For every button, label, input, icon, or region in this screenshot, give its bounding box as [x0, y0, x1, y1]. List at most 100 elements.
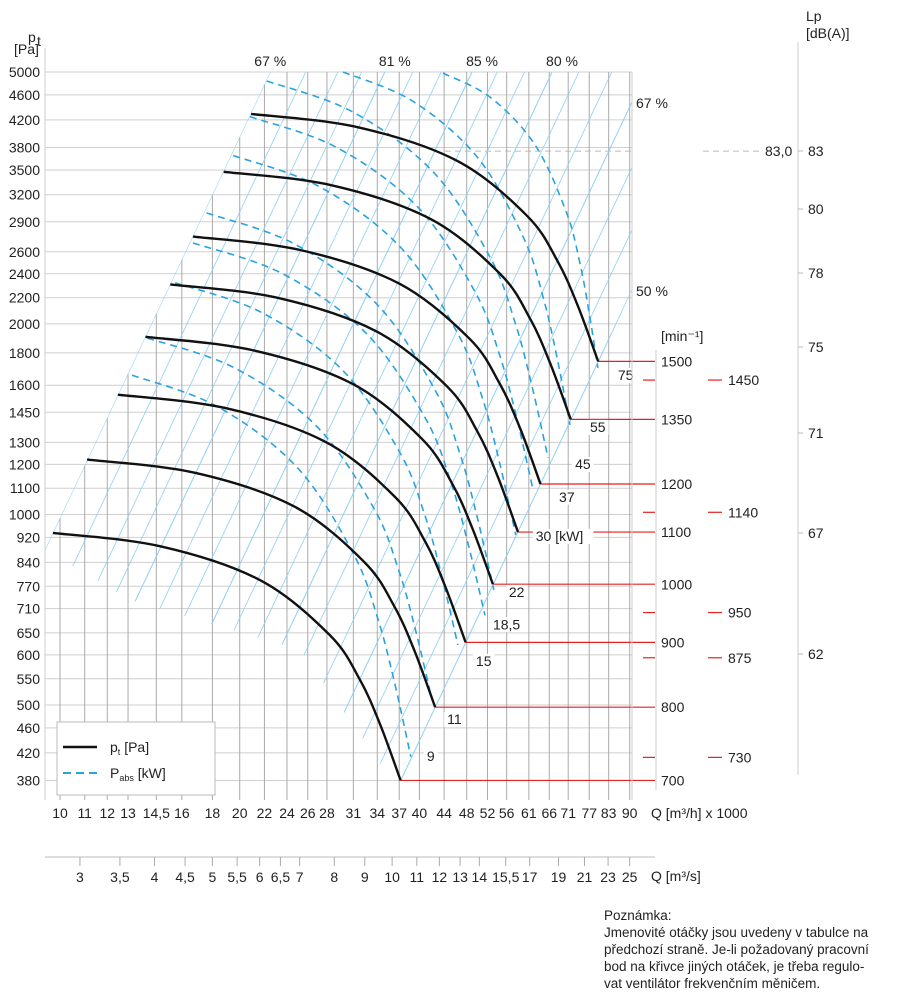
lp-tick-label: 67	[808, 525, 824, 541]
rpm-minor-label: 1140	[728, 504, 758, 520]
x-tick-label: 11	[77, 805, 92, 821]
efficiency-line	[371, 229, 632, 781]
rpm-minor-label: 875	[728, 650, 752, 666]
pabs-label: 11	[447, 711, 462, 727]
efficiency-line	[45, 72, 339, 694]
pabs-label: 30 [kW]	[536, 528, 583, 544]
x-tick-label: 56	[499, 805, 515, 821]
x2-tick-label: 19	[551, 869, 567, 885]
y-tick-label: 2400	[9, 266, 40, 282]
y-tick-label: 420	[17, 745, 41, 761]
rpm-major-label: 800	[661, 699, 685, 715]
y-tick-label: 840	[17, 554, 41, 570]
rpm-major-label: 900	[661, 634, 685, 650]
note-line: vat ventilátor frekvenčním měničem.	[604, 976, 821, 991]
x-tick-label: 16	[174, 805, 190, 821]
rpm-minor-label: 730	[728, 749, 752, 765]
efficiency-line	[311, 101, 632, 781]
lp-tick-label: 71	[808, 425, 824, 441]
x-tick-label: 13	[120, 805, 136, 821]
x2-tick-label: 14	[472, 869, 488, 885]
x-tick-label: 10	[52, 805, 68, 821]
x2-tick-label: 13	[452, 869, 468, 885]
y-tick-label: 1450	[9, 404, 40, 420]
y-tick-label: 4200	[9, 112, 40, 128]
x2-tick-label: 3	[76, 869, 84, 885]
pabs-curve	[206, 212, 495, 591]
y-tick-label: 1100	[10, 480, 40, 496]
pabs-label-bg	[472, 653, 495, 669]
pabs-curve	[442, 72, 599, 369]
x2-tick-label: 6,5	[271, 869, 291, 885]
pabs-label: 15	[476, 653, 492, 669]
y-tick-label: 3800	[9, 139, 40, 155]
y-tick-label: 380	[17, 772, 41, 788]
legend: pt [Pa] Pabs [kW]	[56, 721, 216, 796]
x2-tick-label: 5	[208, 869, 216, 885]
y-tick-label: 500	[17, 697, 41, 713]
x-tick-label: 28	[319, 805, 335, 821]
pabs-label: 75	[618, 367, 634, 383]
y-tick-label: 920	[17, 529, 41, 545]
pabs-label-bg	[423, 748, 438, 764]
y-axis-title-main: p	[28, 29, 36, 45]
lp-tick-label: 78	[808, 265, 824, 281]
efficiency-line	[106, 72, 442, 781]
pt-curve	[86, 458, 437, 708]
x-tick-label: 20	[232, 805, 248, 821]
y-tick-label: 2200	[9, 290, 40, 306]
efficiency-line	[45, 72, 307, 626]
x2-tick-label: 4,5	[175, 869, 195, 885]
lp-axis-unit: [dB(A)]	[806, 25, 850, 41]
x2-tick-label: 9	[361, 869, 369, 885]
y-tick-label: 2600	[9, 244, 40, 260]
y-tick-label: 5000	[9, 64, 40, 80]
pabs-curve	[192, 242, 486, 616]
legend-box	[56, 721, 216, 796]
rpm-major-label: 1350	[661, 411, 692, 427]
pabs-curve	[146, 337, 433, 701]
rpm-major-label: 1500	[661, 353, 692, 369]
y-tick-label: 1800	[9, 345, 40, 361]
lp-tick-label: 83	[808, 143, 824, 159]
note-line: Jmenovité otáčky jsou uvedeny v tabulce …	[604, 925, 869, 940]
efficiency-label: 67 %	[254, 53, 286, 69]
pt-curve	[223, 170, 572, 420]
note-line: předchozí straně. Je-li požadovaný praco…	[604, 942, 869, 957]
x-tick-label: 83	[601, 805, 617, 821]
efficiency-label: 81 %	[379, 53, 411, 69]
lp-tick-label: 62	[808, 646, 824, 662]
y-tick-label: 600	[17, 647, 41, 663]
y-tick-label: 2000	[9, 316, 40, 332]
pt-curve	[52, 531, 402, 781]
y-tick-label: 1300	[9, 434, 40, 450]
y-tick-label: 1000	[9, 506, 40, 522]
x-tick-label: 31	[346, 805, 362, 821]
x-tick-label: 66	[541, 805, 557, 821]
x2-tick-label: 11	[410, 869, 425, 885]
pt-curves	[52, 112, 600, 781]
x2-tick-label: 15,5	[492, 869, 519, 885]
y-axis-title-sub: t	[37, 33, 41, 49]
y-tick-label: 770	[17, 578, 41, 594]
pabs-curve	[342, 71, 571, 426]
x-tick-label: 61	[521, 805, 537, 821]
x-tick-label: 12	[99, 805, 115, 821]
note: Poznámka: Jmenovité otáčky jsou uvedeny …	[604, 907, 894, 992]
efficiency-line	[50, 72, 386, 781]
efficiency-label: 67 %	[636, 95, 668, 111]
pabs-label-bg	[505, 584, 528, 600]
note-line: bod na křivce jiných otáček, je třeba re…	[604, 959, 865, 974]
rpm-minor-label: 950	[728, 605, 752, 621]
pabs-label: 22	[509, 584, 525, 600]
x-tick-label: 90	[622, 805, 638, 821]
efficiency-label: 50 %	[636, 283, 668, 299]
x-tick-label: 37	[391, 805, 407, 821]
note-title: Poznámka:	[604, 908, 672, 923]
x2-tick-label: 6	[256, 869, 264, 885]
pabs-label-bg	[532, 528, 594, 544]
pabs-label: 9	[427, 748, 435, 764]
y-tick-label: 460	[17, 720, 41, 736]
pabs-curve	[249, 115, 534, 490]
